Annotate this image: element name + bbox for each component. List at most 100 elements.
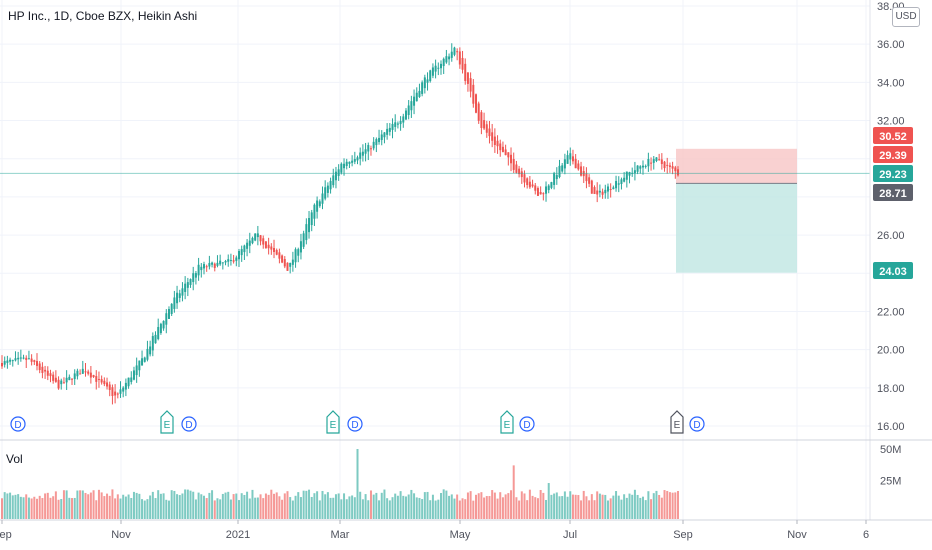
candle-body [297,249,300,256]
candle-body [1,363,3,367]
dividend-marker[interactable]: D [519,416,535,432]
stop-loss-zone[interactable] [676,148,797,184]
volume-bar [369,490,372,519]
volume-bar [647,491,650,519]
volume-bar [496,498,499,519]
candle-body [571,156,574,162]
volume-bar [25,494,28,519]
candle-body [267,244,270,249]
candle-body [33,360,36,362]
candle-body [418,90,421,97]
candle-body [404,110,407,120]
volume-bar [95,500,98,519]
candle-body [189,279,192,285]
candle-body [165,313,168,325]
volume-bar [211,490,214,519]
volume-bar [157,490,160,519]
volume-axis: 50M 25M [880,444,901,488]
volume-bar [181,493,184,519]
volume-bar [291,500,294,519]
candle-body [200,266,203,271]
candle-body [515,164,518,173]
candle-body [208,262,211,267]
candle-body [6,360,9,363]
price-axis[interactable]: 38.0036.0034.0032.0030.0028.0026.0024.00… [877,1,905,433]
take-profit-zone[interactable] [676,183,797,273]
candle-body [569,153,572,160]
candle-body [431,67,434,76]
earnings-marker[interactable]: E [160,410,174,434]
candle-body [73,373,76,380]
volume-bar [208,492,211,519]
candle-body [426,79,429,83]
volume-bar [114,498,117,519]
candle-body [623,177,626,182]
volume-bar [141,499,144,519]
volume-bar [159,493,162,519]
earnings-marker[interactable]: E [326,410,340,434]
earnings-marker[interactable]: E [500,410,514,434]
volume-bar [488,496,491,519]
candle-body [154,334,157,344]
time-tick-label: Mar [331,529,350,541]
volume-bar [413,493,416,519]
volume-bar [391,497,394,519]
volume-bar [437,499,440,519]
candle-body [561,165,564,172]
volume-bar [259,494,262,519]
candle-body [410,101,413,111]
candle-body [264,241,267,249]
candle-body [423,77,426,89]
volume-bar [87,494,90,519]
candle-body [54,377,57,382]
time-axis[interactable]: Sep Nov 2021 Mar May Jul Sep Nov 6 [0,520,869,541]
volume-bar [27,497,30,519]
candle-body [380,134,383,140]
volume-bar [251,489,254,519]
dividend-marker[interactable]: D [347,416,363,432]
volume-bar [89,492,92,519]
candle-body [92,375,95,377]
earnings-marker[interactable]: E [670,410,684,434]
volume-bar [677,490,679,519]
candle-body [491,132,494,141]
volume-bar [604,494,607,519]
volume-bar [367,500,370,519]
volume-bar [170,490,173,519]
volume-bar [305,490,308,519]
currency-button[interactable]: USD [892,7,920,27]
volume-bar [162,493,165,519]
volume-bar [359,491,362,519]
candle-body [178,293,181,298]
position-zones[interactable] [676,148,797,273]
candle-body [181,288,184,296]
candle-body [526,178,529,186]
volume-bar [273,493,276,519]
candle-body [248,240,251,246]
volume-bar [580,500,583,519]
dividend-marker[interactable]: D [10,416,26,432]
candle-body [574,158,577,169]
volume-bar [302,490,305,519]
volume-bar [227,491,230,519]
candle-body [674,167,677,172]
volume-bar [453,498,456,519]
candle-body [369,148,372,150]
volume-bar [19,496,22,519]
candle-body [202,264,205,269]
candle-body [197,264,200,276]
candle-body [590,180,593,194]
candle-body [531,184,534,187]
candle-body [270,246,273,250]
volume-bar [542,492,545,519]
volume-bar [550,494,553,519]
volume-bar [499,492,502,519]
candle-body [299,241,302,253]
time-tick-label: 6 [863,529,869,541]
candle-body [510,154,513,164]
candle-body [555,175,558,180]
candle-body [617,183,620,185]
dividend-marker[interactable]: D [689,416,705,432]
dividend-marker[interactable]: D [181,416,197,432]
